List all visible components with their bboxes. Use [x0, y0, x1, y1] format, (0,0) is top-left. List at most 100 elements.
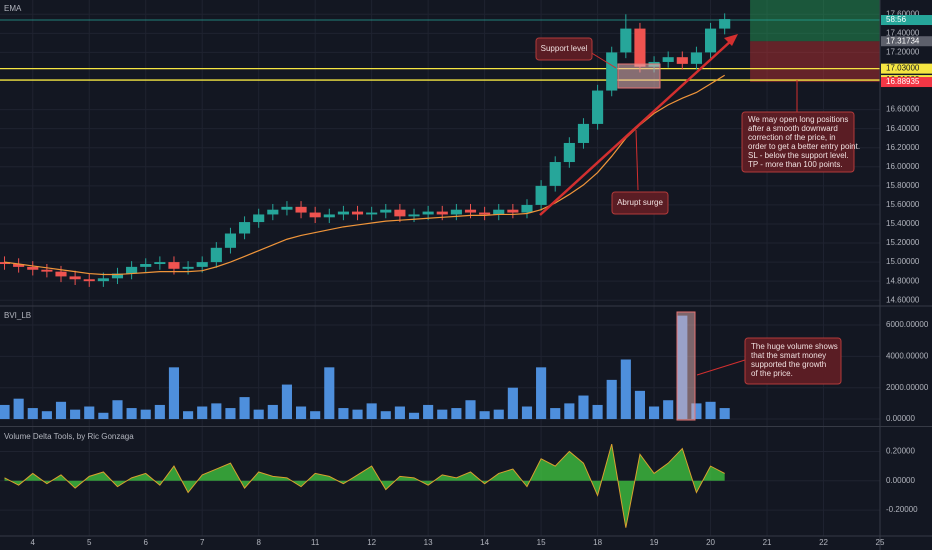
note-box	[744, 337, 842, 385]
stop-loss-zone	[750, 41, 880, 83]
ticks: 4 5 6 7 8 11 12 13 14 15 18 19 20 21 22 25 14.60000 14.80…	[4, 4, 932, 547]
y-tick-label: 6000.00000	[886, 320, 929, 329]
candle-body	[337, 211, 349, 215]
x-tick-label: 21	[763, 538, 772, 547]
volume-bar	[324, 367, 335, 420]
price-axis	[880, 0, 932, 550]
volume-bar	[140, 409, 151, 420]
volume-bar	[578, 395, 589, 420]
y-tick-label: 0.00000	[886, 414, 915, 423]
volume-bar	[380, 411, 391, 420]
note: of the price.	[751, 369, 793, 378]
volume-bar	[338, 408, 349, 420]
arrow-head	[724, 34, 738, 46]
volume-bar	[41, 411, 52, 420]
candle-body	[323, 214, 335, 218]
note: supported the growth	[751, 360, 826, 369]
take-profit-zone	[750, 0, 880, 42]
candle-body	[719, 19, 731, 29]
volume-bar	[126, 408, 137, 420]
candle-body	[83, 279, 95, 282]
candle-body	[507, 209, 519, 213]
candle-body	[111, 273, 124, 279]
x-tick-label: 13	[424, 538, 433, 547]
volume-bar	[55, 401, 67, 420]
volume-bar	[267, 404, 278, 420]
candle-body	[676, 57, 688, 64]
note: correction of the price, in	[748, 133, 836, 142]
y-tick-label: 2000.00000	[886, 383, 929, 392]
note: after a smooth downward	[748, 124, 838, 133]
volume-bar	[253, 409, 264, 420]
volume-bar	[84, 406, 95, 420]
candle-body	[493, 209, 505, 215]
candle-body	[563, 142, 575, 163]
ema-line	[4, 74, 725, 276]
volume-bar	[451, 408, 462, 420]
volume-bar	[366, 403, 377, 420]
position-tag	[881, 36, 932, 47]
candle-body	[690, 52, 702, 64]
x-tick-label: 7	[200, 538, 205, 547]
candle-body	[606, 52, 618, 91]
y-tick-label: 15.20000	[886, 238, 920, 247]
volume-bar	[606, 379, 617, 420]
callout-line	[635, 129, 639, 191]
candle-body	[239, 222, 251, 234]
candle-body	[380, 209, 392, 213]
volume-bar	[352, 409, 363, 420]
x-tick-label: 19	[650, 538, 659, 547]
volume-bar	[536, 367, 547, 420]
level-tag	[881, 63, 932, 74]
candle-body	[154, 262, 166, 265]
position-tag	[881, 77, 932, 88]
volume-bar	[493, 409, 504, 420]
x-tick-label: 12	[367, 538, 376, 547]
x-tick-label: 14	[480, 538, 489, 547]
y-tick-label: 14.60000	[886, 295, 920, 304]
y-tick-label: 16.20000	[886, 143, 920, 152]
volume-bar	[479, 411, 490, 420]
volume-highlight	[676, 311, 696, 421]
candle-body	[182, 266, 194, 269]
candle-body	[577, 123, 590, 143]
x-tick-label: 11	[311, 538, 320, 547]
note: TP - more than 100 points.	[748, 160, 843, 169]
volume-bar	[465, 400, 476, 420]
note: Support level	[541, 44, 588, 53]
candle-body	[521, 204, 533, 213]
candle-body	[351, 211, 364, 215]
volume-bar	[507, 387, 518, 420]
volume-bar	[295, 406, 307, 420]
note: SL - below the support level.	[748, 151, 849, 160]
y-tick-label: 16.60000	[886, 105, 920, 114]
position-tag-label: 16.88935	[886, 77, 920, 86]
candle-body	[267, 209, 279, 215]
volume-bar	[550, 408, 561, 420]
y-tick-label: 15.80000	[886, 181, 920, 190]
delta-line	[4, 443, 725, 528]
callout-line	[589, 51, 617, 69]
candle-body	[69, 276, 81, 280]
candle-body	[394, 209, 406, 217]
position-tag-label: 17.31734	[886, 36, 920, 45]
delta-area	[4, 444, 725, 528]
volume-bar	[423, 404, 434, 420]
candle-body	[253, 214, 265, 223]
volume-bar	[225, 408, 236, 420]
trend-arrow	[539, 39, 733, 216]
y-tick-label: 15.40000	[886, 219, 920, 228]
volume-bar	[211, 403, 222, 420]
note-box	[741, 111, 855, 173]
y-tick-label: 17.20000	[886, 48, 920, 57]
volume-bar	[183, 411, 194, 420]
volume-bar	[0, 404, 10, 420]
note-box	[611, 191, 669, 215]
y-tick-label: 0.20000	[886, 447, 915, 456]
y-tick-label: -0.20000	[886, 505, 918, 514]
candle-body	[704, 28, 717, 53]
candle-body	[450, 209, 462, 215]
y-tick-label: 0.00000	[886, 476, 915, 485]
candle-body	[210, 247, 222, 263]
